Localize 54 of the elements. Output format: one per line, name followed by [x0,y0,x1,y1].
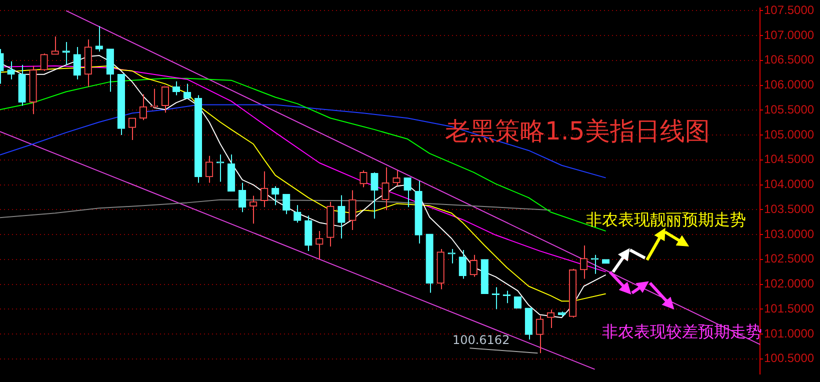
y-tick-label: 104.0000 [764,177,814,192]
candlestick [18,64,26,106]
candlestick [238,182,246,213]
candlestick [348,190,356,231]
y-tick-label: 103.0000 [764,226,814,241]
candlestick [370,172,378,220]
y-tick-label: 104.5000 [764,152,814,166]
candlestick [194,94,202,184]
candlestick [106,48,114,92]
candlestick [304,215,312,252]
candlestick [227,154,236,192]
candlestick [316,230,324,260]
y-tick-label: 103.5000 [764,202,814,216]
y-tick-label: 101.5000 [764,301,814,316]
candlestick [95,26,103,52]
y-tick-label: 102.5000 [764,252,814,266]
candlestick [448,248,456,264]
candlestick [260,170,268,208]
y-tick-label: 106.5000 [764,52,814,67]
candlestick [326,201,334,247]
candlestick [84,39,92,88]
candlestick [436,248,444,290]
y-tick-label: 107.0000 [764,28,814,42]
y-tick-label: 107.5000 [764,3,814,17]
candlestick [414,180,422,244]
y-tick-label: 106.0000 [764,78,814,92]
candlestick [40,52,48,72]
candlestick [568,268,577,318]
candlestick [382,166,390,211]
candlestick [29,65,37,115]
y-tick-label: 102.0000 [764,276,814,291]
candlestick [524,308,533,340]
candlestick [272,186,280,206]
candlestick [282,194,290,215]
candlestick [392,170,400,186]
candlestick [73,46,81,80]
candlestick [7,60,15,80]
candlestick [404,177,412,208]
annotation: 100.6162 [452,333,510,348]
candlestick [470,254,478,278]
candlestick [458,249,466,280]
candlestick [546,309,555,329]
candlestick [161,86,170,114]
candlestick [205,155,214,184]
y-tick-label: 101.0000 [764,326,814,340]
candlestick [51,36,59,55]
candlestick [536,315,544,354]
candlestick [250,195,258,224]
y-tick-label: 105.5000 [764,102,814,116]
candlestick [338,194,346,240]
y-tick-label: 105.0000 [764,127,814,142]
candlestick [117,74,125,136]
annotation: 非农表现靓丽预期走势 [586,210,746,230]
y-tick-label: 100.5000 [764,351,814,366]
